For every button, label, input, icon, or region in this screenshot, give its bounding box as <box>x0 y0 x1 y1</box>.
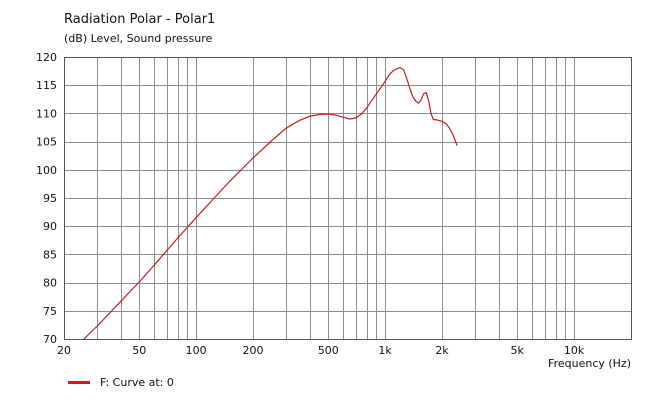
x-tick-label: 10k <box>564 344 585 357</box>
y-tick-label: 90 <box>43 220 57 233</box>
x-tick-label: 200 <box>243 344 264 357</box>
x-tick-label: 100 <box>186 344 207 357</box>
chart-title: Radiation Polar - Polar1 <box>64 12 216 27</box>
y-tick-label: 120 <box>36 51 57 64</box>
y-tick-label: 80 <box>43 277 57 290</box>
series-line <box>83 67 458 340</box>
y-tick-label: 95 <box>43 192 57 205</box>
plot-frame <box>64 57 632 340</box>
legend: F: Curve at: 0 <box>68 374 174 390</box>
y-tick-label: 105 <box>36 136 57 149</box>
y-tick-label: 75 <box>43 305 57 318</box>
x-axis-label: Frequency (Hz) <box>548 357 631 370</box>
x-tick-label: 2k <box>435 344 449 357</box>
y-tick-label: 115 <box>36 79 57 92</box>
x-tick-label: 500 <box>318 344 339 357</box>
legend-swatch <box>68 380 90 384</box>
x-tick-label: 5k <box>511 344 525 357</box>
y-tick-label: 70 <box>43 333 57 346</box>
plot-area: 70 75 80 85 90 95 100 105 110 115 120 20 50 100 200 500… <box>36 51 632 370</box>
x-tick-label: 1k <box>378 344 392 357</box>
y-tick-label: 110 <box>36 107 57 120</box>
y-tick-label: 85 <box>43 248 57 261</box>
x-tick-label: 20 <box>57 344 71 357</box>
legend-label: F: Curve at: 0 <box>100 375 174 389</box>
y-axis-label: (dB) Level, Sound pressure <box>64 32 213 45</box>
x-tick-label: 50 <box>132 344 146 357</box>
y-tick-label: 100 <box>36 164 57 177</box>
